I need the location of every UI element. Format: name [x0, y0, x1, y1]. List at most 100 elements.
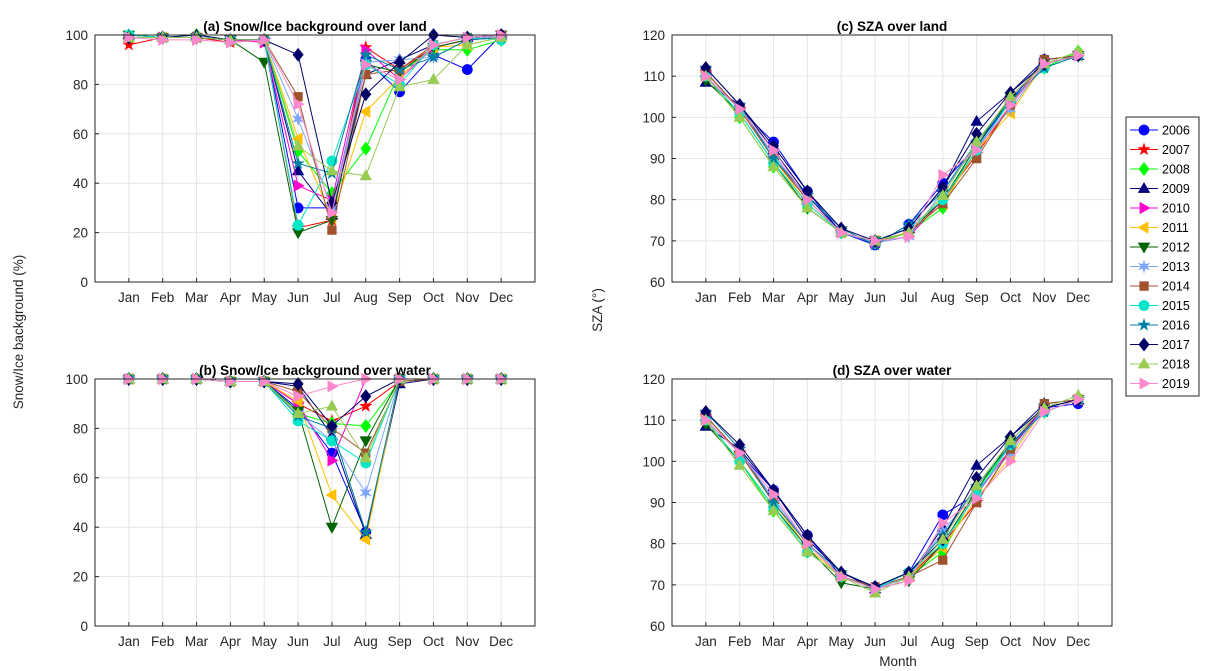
data-point-2011	[359, 533, 371, 546]
legend-label: 2016	[1162, 319, 1190, 333]
y-tick-label: 40	[73, 176, 88, 191]
data-point-2016	[426, 50, 441, 63]
y-tick-label: 80	[650, 537, 665, 552]
legend-marker	[1137, 259, 1151, 274]
x-tick-label: Sep	[965, 290, 989, 305]
data-point-2018	[393, 80, 406, 92]
legend-entry-2015: 2015	[1130, 299, 1190, 313]
data-point-2017	[360, 87, 372, 102]
data-point-2018	[801, 545, 814, 557]
data-point-2015	[326, 435, 338, 447]
legend-entry-2013: 2013	[1130, 259, 1190, 274]
data-point-2019	[327, 206, 339, 219]
data-point-2011	[325, 488, 337, 502]
panel-title: (a) Snow/Ice background over land	[203, 19, 427, 34]
legend-label: 2007	[1162, 143, 1190, 157]
series-line-2019	[705, 55, 1079, 242]
x-tick-label: Jan	[695, 290, 717, 305]
data-point-2019	[938, 168, 950, 182]
series-line-2017	[705, 399, 1079, 588]
y-tick-label: 110	[643, 69, 665, 84]
series-line-2013	[705, 55, 1079, 244]
data-point-2018	[767, 160, 780, 172]
x-tick-label: Dec	[489, 634, 513, 649]
data-point-2018	[461, 38, 474, 50]
series-line-2013	[705, 399, 1079, 590]
data-point-2016	[359, 525, 373, 538]
data-point-2019	[904, 230, 916, 243]
x-tick-label: Mar	[185, 290, 209, 305]
legend-entry-2008: 2008	[1130, 162, 1190, 177]
data-point-2019	[226, 36, 237, 49]
data-point-2019	[904, 574, 916, 587]
legend-entry-2009: 2009	[1130, 181, 1190, 196]
legend-marker	[1137, 142, 1151, 156]
data-point-2008	[360, 141, 372, 156]
data-point-2019	[429, 38, 441, 52]
x-tick-label: Dec	[1066, 634, 1090, 649]
panel-d: Jan Feb Mar Apr May Jun Jul Aug Sep Oct Nov Dec 60 70…	[642, 363, 1113, 649]
x-tick-label: Mar	[762, 290, 786, 305]
y-tick-label: 60	[73, 127, 88, 142]
data-point-2012	[325, 522, 339, 534]
series-2019	[701, 49, 1085, 247]
axes-frame	[94, 378, 536, 627]
series-line-2017	[705, 55, 1079, 242]
data-point-2019	[1039, 57, 1051, 70]
data-point-2018	[970, 135, 983, 147]
y-tick-label: 70	[650, 578, 665, 593]
data-point-2019	[769, 488, 781, 501]
data-point-2010	[293, 179, 305, 192]
data-point-2012	[258, 57, 271, 69]
legend-entry-2017: 2017	[1130, 337, 1190, 352]
x-tick-label: Feb	[728, 634, 751, 649]
x-tick-label: Apr	[797, 290, 819, 305]
data-point-2018	[936, 188, 949, 200]
x-tick-label: Sep	[388, 290, 412, 305]
x-tick-label: Dec	[1066, 290, 1090, 305]
legend-label: 2018	[1162, 358, 1190, 372]
x-tick-label: Nov	[1032, 290, 1056, 305]
legend-entry-2012: 2012	[1130, 241, 1190, 255]
series-line-2019	[128, 34, 502, 215]
axes-frame	[671, 34, 1113, 283]
x-tick-label: Mar	[762, 634, 786, 649]
data-point-2019	[1073, 393, 1085, 406]
x-tick-label: Jun	[287, 290, 309, 305]
legend-marker	[1138, 300, 1150, 311]
data-point-2019	[1006, 455, 1018, 468]
x-tick-label: Aug	[931, 290, 955, 305]
y-tick-label: 100	[65, 28, 88, 43]
y-tick-label: 90	[650, 152, 665, 167]
x-tick-label: Apr	[797, 634, 819, 649]
x-tick-label: May	[251, 634, 277, 649]
legend-marker	[1137, 242, 1151, 254]
panel-title: (b) Snow/Ice background over water	[199, 363, 432, 378]
data-point-2019	[972, 492, 984, 505]
legend-entry-2006: 2006	[1130, 124, 1190, 138]
data-point-2019	[293, 390, 305, 403]
legend-label: 2006	[1162, 124, 1190, 138]
data-point-2010	[327, 454, 339, 467]
x-tick-label: Nov	[455, 634, 479, 649]
legend-marker	[1138, 162, 1150, 176]
y-tick-label: 120	[642, 372, 665, 387]
data-point-2018	[291, 139, 305, 151]
y-tick-label: 20	[73, 226, 88, 241]
y-tick-label: 120	[642, 28, 665, 43]
x-tick-label: Jul	[900, 290, 917, 305]
data-point-2019	[1073, 49, 1085, 62]
y-tick-label: 70	[650, 234, 665, 249]
legend-label: 2010	[1162, 202, 1190, 216]
data-point-2017	[394, 55, 406, 70]
x-tick-label: Feb	[151, 290, 174, 305]
data-point-2018	[936, 532, 949, 544]
x-tick-label: Oct	[1000, 290, 1021, 305]
x-tick-label: Jul	[323, 634, 340, 649]
y-tick-label: 80	[73, 421, 88, 436]
legend-marker	[1137, 357, 1151, 369]
y-tick-label: 0	[80, 619, 88, 634]
y-tick-label: 0	[80, 275, 88, 290]
x-tick-label: Feb	[728, 290, 751, 305]
